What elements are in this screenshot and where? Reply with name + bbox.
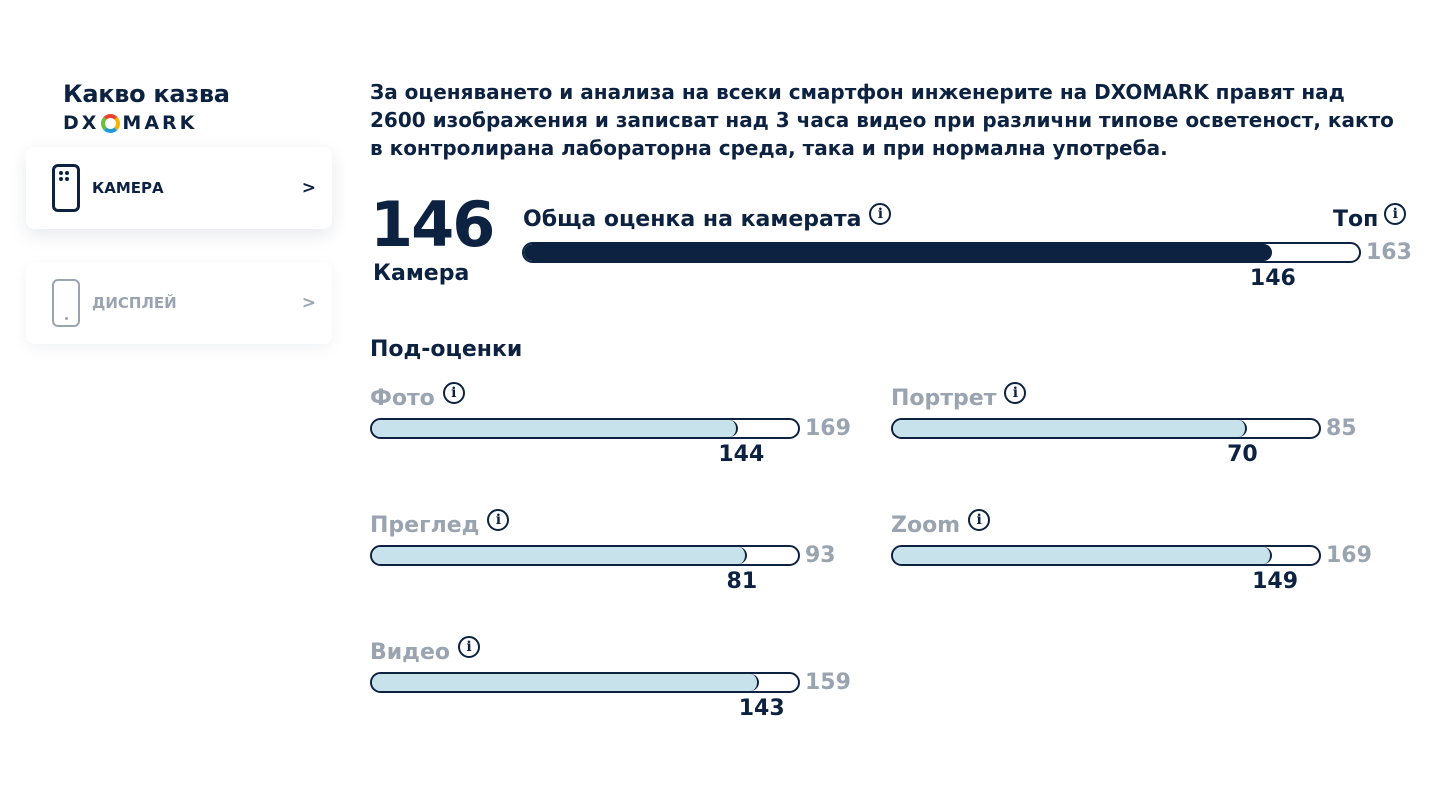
subscore-bar	[370, 418, 800, 439]
subscore-max: 169	[1326, 543, 1372, 568]
chevron-right-icon: >	[301, 178, 316, 198]
info-icon[interactable]: i	[1004, 382, 1027, 404]
subscore-item: Видео i 159 143	[370, 636, 851, 730]
subscore-item: Преглед i 93 81	[370, 509, 850, 603]
display-phone-icon	[52, 279, 80, 327]
subscore-name-text: Преглед	[370, 513, 480, 538]
info-icon[interactable]: i	[487, 509, 510, 531]
overall-score-value: 146	[1249, 266, 1296, 291]
subscore-name: Фото i	[370, 382, 465, 411]
top-label-text: Топ	[1333, 207, 1379, 232]
chevron-right-icon: >	[301, 293, 316, 313]
subscore-name: Портрет i	[891, 382, 1027, 411]
subscore-value: 144	[718, 442, 765, 467]
info-icon[interactable]: i	[442, 382, 465, 404]
subscore-item: Портрет i 85 70	[891, 382, 1371, 476]
subscore-value: 149	[1252, 569, 1299, 594]
brand: Какво казва DX MARK	[63, 80, 230, 134]
subscore-max: 93	[805, 543, 836, 568]
camera-score: 146	[370, 188, 495, 261]
intro-text: За оценяването и анализа на всеки смартф…	[370, 80, 1394, 160]
tab-camera-label: КАМЕРА	[92, 179, 164, 197]
subscore-name-text: Zoom	[891, 513, 961, 538]
tab-display-label: ДИСПЛЕЙ	[92, 294, 177, 312]
logo-text-left: DX	[63, 112, 100, 134]
overall-score-bar	[522, 242, 1361, 263]
overall-score-max: 163	[1366, 240, 1412, 265]
subscore-name-text: Портрет	[891, 386, 997, 411]
subscore-name-text: Видео	[370, 640, 450, 665]
tab-camera[interactable]: КАМЕРА >	[26, 147, 332, 229]
info-icon[interactable]: i	[869, 203, 892, 225]
logo-text-right: MARK	[122, 112, 198, 134]
info-icon[interactable]: i	[1384, 203, 1407, 225]
subscore-bar	[370, 672, 800, 693]
camera-score-label: Камера	[373, 261, 470, 286]
subscore-value: 70	[1227, 442, 1258, 467]
top-label: Топ i	[1333, 203, 1407, 232]
subscore-bar	[891, 545, 1321, 566]
info-icon[interactable]: i	[458, 636, 480, 658]
info-icon[interactable]: i	[968, 509, 991, 531]
subscore-max: 169	[805, 416, 851, 441]
subscore-name: Преглед i	[370, 509, 510, 538]
subscore-bar-fill	[893, 420, 1248, 437]
subscore-bar-fill	[893, 547, 1273, 564]
subscore-bar	[891, 418, 1321, 439]
subscore-item: Zoom i 169 149	[891, 509, 1372, 603]
subscore-name: Zoom i	[891, 509, 991, 538]
dxomark-logo: DX MARK	[63, 112, 230, 134]
subscore-bar	[370, 545, 800, 566]
subscore-bar-fill	[372, 547, 747, 564]
subscore-value: 81	[726, 569, 758, 594]
overall-score-bar-fill	[524, 244, 1272, 261]
camera-phone-icon	[52, 164, 80, 212]
subscore-max: 85	[1326, 416, 1357, 441]
subscore-max: 159	[805, 670, 851, 695]
subscore-bar-fill	[372, 674, 759, 691]
subscore-name: Видео i	[370, 636, 480, 665]
overall-score-title: Обща оценка на камерата i	[523, 203, 892, 232]
overall-score-title-text: Обща оценка на камерата	[523, 207, 862, 232]
tab-display[interactable]: ДИСПЛЕЙ >	[26, 262, 332, 344]
subscore-item: Фото i 169 144	[370, 382, 851, 476]
subscores-heading: Под-оценки	[370, 337, 523, 362]
brand-title: Какво казва	[63, 80, 230, 108]
subscore-name-text: Фото	[370, 386, 435, 411]
subscore-value: 143	[738, 696, 785, 721]
logo-ring-icon	[101, 113, 121, 133]
subscore-bar-fill	[372, 420, 739, 437]
